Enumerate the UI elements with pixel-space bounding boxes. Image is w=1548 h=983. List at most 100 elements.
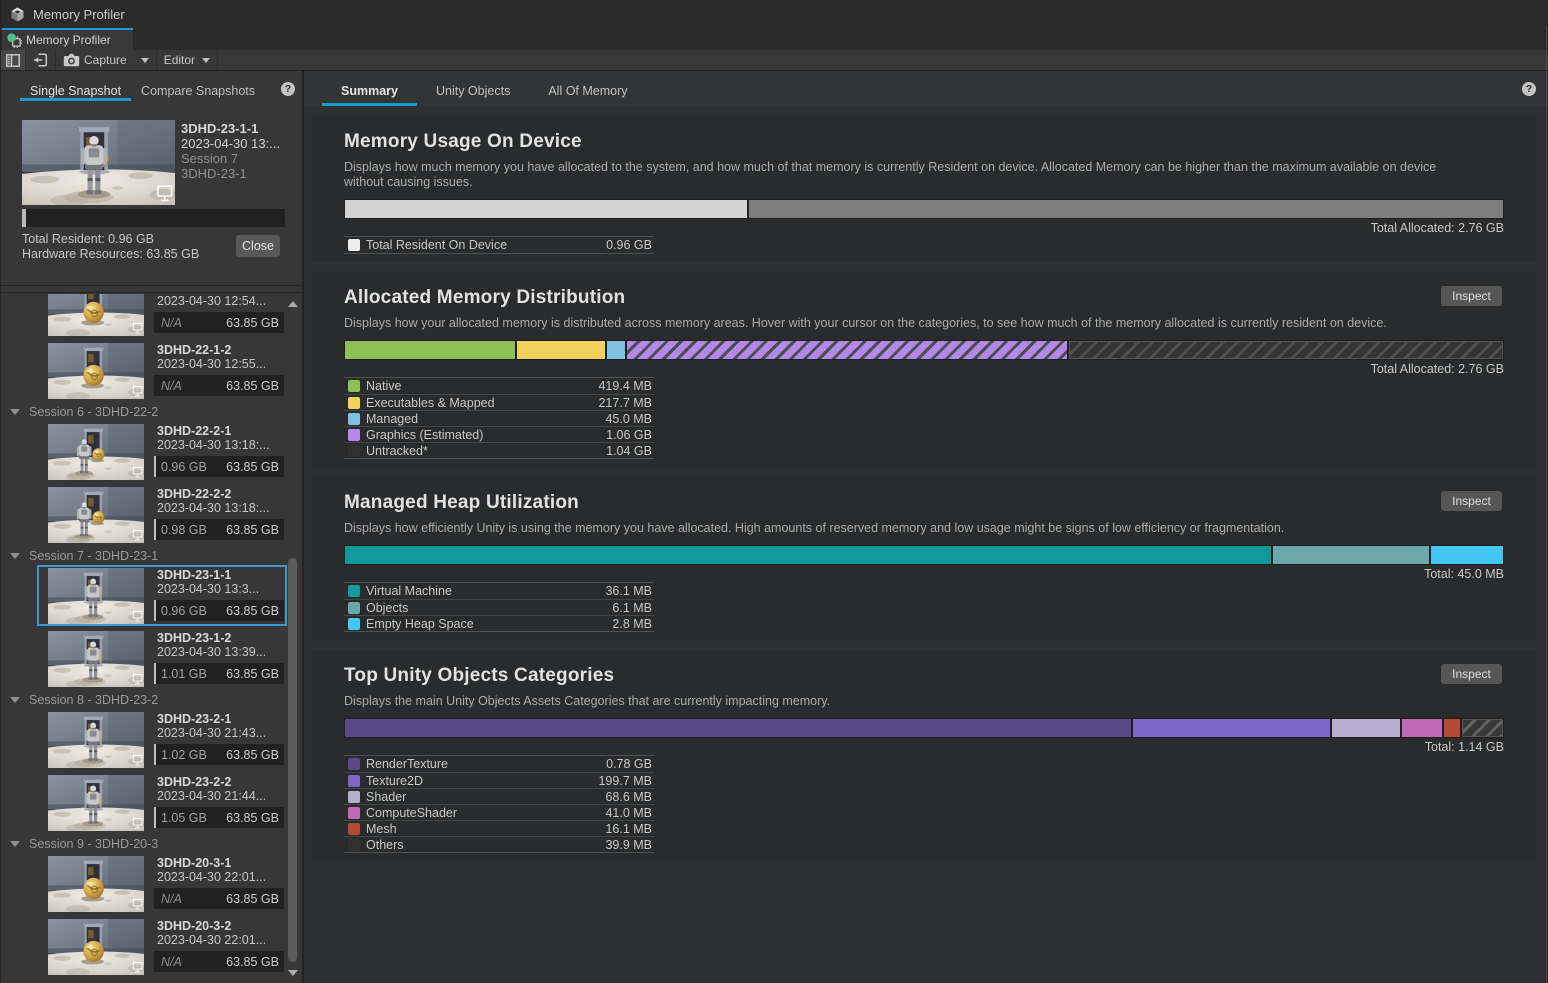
snapshot-thumbnail	[48, 343, 146, 400]
snapshot-list-item[interactable]: 3DHD-22-1-2 2023-04-30 12:55... N/A 63.85 G…	[40, 343, 284, 400]
sidebar-help-icon[interactable]: ?	[281, 82, 295, 96]
summary-panel: Summary Unity Objects All Of Memory? Memor…	[304, 71, 1548, 983]
memory-breakdown-bar[interactable]	[344, 545, 1504, 565]
section-legend: Native 419.4 MB Executables & Mapped 217.7 …	[344, 377, 654, 459]
main-tab-summary[interactable]: Summary	[322, 71, 417, 106]
bar-segment-untracked-[interactable]	[1069, 341, 1503, 359]
snapshot-list-item[interactable]: 3DHD-23-2-1 2023-04-30 21:43... 1.02 GB 63.…	[40, 712, 284, 769]
bar-total-label: Total Allocated: 2.76 GB	[1370, 221, 1504, 235]
legend-label: Virtual Machine	[366, 584, 452, 598]
bar-segment-rendertexture[interactable]	[345, 719, 1132, 737]
legend-row[interactable]: Untracked* 1.04 GB	[344, 442, 654, 458]
bar-segment-total-resident-on-device[interactable]	[345, 200, 748, 218]
snapshot-hardware-value: 63.85 GB	[226, 315, 279, 330]
open-snapshot-resident-bar	[22, 209, 285, 227]
session-collapse-caret-icon	[10, 552, 20, 559]
bar-segment-empty-heap-space[interactable]	[1431, 546, 1503, 564]
legend-row[interactable]: Others 39.9 MB	[344, 836, 654, 852]
inspect-button[interactable]: Inspect	[1441, 491, 1502, 511]
bar-segment-texture2d[interactable]	[1133, 719, 1330, 737]
legend-label: Mesh	[366, 821, 397, 836]
tab-memory-profiler[interactable]: Memory Profiler	[2, 28, 133, 50]
snapshot-hardware-value: 63.85 GB	[226, 747, 279, 762]
snapshot-size-bar: N/A 63.85 GB	[154, 951, 284, 972]
legend-value: 6.1 MB	[612, 600, 652, 615]
legend-value: 0.78 GB	[606, 757, 652, 771]
bar-segment-virtual-machine[interactable]	[345, 546, 1271, 564]
scrollbar-down-arrow-icon[interactable]	[288, 970, 298, 976]
snapshot-list-item[interactable]: 3DHD-20-3-1 2023-04-30 22:01... N/A 63.85 G…	[40, 856, 284, 913]
close-snapshot-button[interactable]: Close	[236, 235, 280, 257]
legend-row[interactable]: Total Resident On Device 0.96 GB	[344, 237, 654, 253]
legend-row[interactable]: ComputeShader 41.0 MB	[344, 804, 654, 820]
main-tab-unity-objects[interactable]: Unity Objects	[435, 84, 511, 98]
snapshot-date: 2023-04-30 13:18:...	[157, 438, 270, 452]
tab-compare-snapshots[interactable]: Compare Snapshots	[141, 84, 255, 98]
session-group-header[interactable]: Session 7 - 3DHD-23-1	[10, 548, 302, 563]
bar-segment-others[interactable]	[1461, 719, 1503, 737]
snapshot-date: 2023-04-30 13:18:...	[157, 501, 270, 515]
session-group-header[interactable]: Session 6 - 3DHD-22-2	[10, 405, 302, 419]
snapshot-list-item[interactable]: 3DHD-23-1-2 2023-04-30 13:39... 1.01 GB 63.…	[40, 631, 284, 688]
legend-row[interactable]: Graphics (Estimated) 1.06 GB	[344, 426, 654, 442]
capture-target-dropdown[interactable]: Editor	[157, 50, 219, 70]
legend-row[interactable]: Executables & Mapped 217.7 MB	[344, 394, 654, 410]
session-header-label: Session 7 - 3DHD-23-1	[29, 548, 159, 563]
legend-row[interactable]: Empty Heap Space 2.8 MB	[344, 615, 654, 631]
bar-segment-shader[interactable]	[1331, 719, 1400, 737]
snapshot-list-item[interactable]: 3DHD-22-2-2 2023-04-30 13:18:... 0.98 GB 63…	[40, 487, 284, 544]
bar-segment-computeshader[interactable]	[1401, 719, 1442, 737]
bar-segment-executables-mapped[interactable]	[516, 341, 606, 359]
snapshot-thumbnail	[48, 775, 146, 832]
main-tab-all-of-memory[interactable]: All Of Memory	[548, 84, 628, 98]
snapshot-list-item[interactable]: 3DHD-23-1-1 2023-04-30 13:3... 0.96 GB 63.8…	[37, 565, 287, 626]
snapshot-hardware-value: 63.85 GB	[226, 459, 279, 474]
resident-ratio-tick	[154, 663, 156, 684]
legend-row[interactable]: Shader 68.6 MB	[344, 788, 654, 804]
scrollbar-thumb[interactable]	[288, 558, 297, 962]
legend-row[interactable]: Objects 6.1 MB	[344, 599, 654, 615]
legend-swatch	[348, 444, 360, 457]
bar-segment-objects[interactable]	[1272, 546, 1430, 564]
memory-breakdown-bar[interactable]	[344, 718, 1504, 738]
tab-single-snapshot[interactable]: Single Snapshot	[20, 71, 132, 106]
legend-label: Empty Heap Space	[366, 616, 474, 631]
snapshot-list-item[interactable]: 3DHD-20-3-2 2023-04-30 22:01... N/A 63.85 G…	[40, 919, 284, 976]
bar-segment-native[interactable]	[345, 341, 515, 359]
snapshot-resident-value: N/A	[161, 954, 182, 969]
legend-row[interactable]: Managed 45.0 MB	[344, 410, 654, 426]
inspect-button[interactable]: Inspect	[1441, 286, 1502, 306]
memory-breakdown-bar[interactable]	[344, 199, 1504, 219]
snapshot-list-item[interactable]: 3DHD-22-2-1 2023-04-30 13:18:... 0.96 GB 63…	[40, 424, 284, 481]
legend-row[interactable]: Native 419.4 MB	[344, 378, 654, 394]
legend-swatch	[348, 790, 360, 803]
bar-segment-managed[interactable]	[607, 341, 626, 359]
memory-breakdown-bar[interactable]	[344, 340, 1504, 360]
legend-row[interactable]: Virtual Machine 36.1 MB	[344, 583, 654, 599]
bar-segment-graphics-estimated-[interactable]	[627, 341, 1068, 359]
capture-button[interactable]: Capture	[56, 50, 157, 70]
open-snapshot-session: Session 7	[181, 151, 239, 166]
legend-row[interactable]: RenderTexture 0.78 GB	[344, 756, 654, 772]
summary-help-icon[interactable]: ?	[1522, 82, 1536, 96]
snapshot-list-item[interactable]: 3DHD-23-2-2 2023-04-30 21:44... 1.05 GB 63.…	[40, 775, 284, 832]
session-group-header[interactable]: Session 8 - 3DHD-23-2	[10, 693, 302, 707]
panel-toggle-button[interactable]	[0, 50, 26, 70]
load-snapshot-button[interactable]	[26, 50, 56, 70]
legend-label: ComputeShader	[366, 805, 458, 820]
capture-dropdown-caret[interactable]	[140, 57, 149, 63]
inspect-button[interactable]: Inspect	[1441, 664, 1502, 684]
open-snapshot-name: 3DHD-23-1-1	[181, 121, 259, 136]
bar-segment-mesh[interactable]	[1443, 719, 1460, 737]
scrollbar-up-arrow-icon[interactable]	[288, 301, 298, 307]
legend-row[interactable]: Mesh 16.1 MB	[344, 820, 654, 836]
snapshot-list: 2023-04-30 12:54... N/A 63.85 GB 3DHD-22-1…	[0, 294, 302, 976]
legend-value: 68.6 MB	[605, 789, 652, 804]
legend-row[interactable]: Texture2D 199.7 MB	[344, 772, 654, 788]
snapshot-list-item[interactable]: 2023-04-30 12:54... N/A 63.85 GB	[40, 294, 284, 337]
bar-segment-remainder[interactable]	[749, 200, 1503, 218]
snapshot-name: 3DHD-23-1-2	[157, 631, 232, 645]
toolbar: Capture Editor	[0, 50, 1548, 71]
session-group-header[interactable]: Session 9 - 3DHD-20-3	[10, 837, 302, 851]
snapshot-list-scrollbar[interactable]	[285, 294, 301, 983]
